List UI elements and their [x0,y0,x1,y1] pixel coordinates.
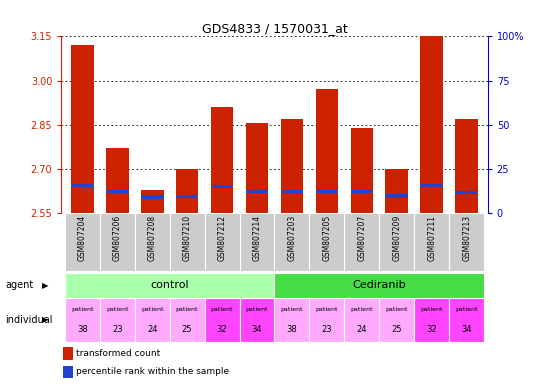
Text: 25: 25 [182,325,192,334]
Bar [246,123,269,213]
Text: individual: individual [5,314,53,325]
Text: GSM807214: GSM807214 [253,215,262,261]
Bar [176,169,198,213]
Bar [71,184,94,187]
Text: 32: 32 [217,325,228,334]
Bar [63,366,73,378]
Text: patient: patient [176,307,198,312]
Bar [141,190,164,213]
Text: GSM807209: GSM807209 [392,215,401,261]
Bar [274,213,310,271]
Bar [385,169,408,213]
Bar [106,148,128,213]
Bar [449,298,484,342]
Text: 24: 24 [357,325,367,334]
Text: patient: patient [385,307,408,312]
Bar [280,190,303,193]
Bar [63,347,73,360]
Text: Cediranib: Cediranib [352,280,406,290]
Bar [379,298,414,342]
Text: 34: 34 [462,325,472,334]
Text: 32: 32 [426,325,437,334]
Bar [351,128,373,213]
Bar [310,213,344,271]
Bar [169,298,205,342]
Bar [385,194,408,198]
Text: patient: patient [246,307,268,312]
Bar [246,190,269,193]
Bar [421,36,443,213]
Text: 23: 23 [112,325,123,334]
Text: GSM807205: GSM807205 [322,215,332,261]
Text: percentile rank within the sample: percentile rank within the sample [76,367,229,376]
Bar [100,298,135,342]
Text: 38: 38 [287,325,297,334]
Bar [344,213,379,271]
Bar [351,190,373,193]
Bar [239,213,274,271]
Bar [455,119,478,213]
Text: 25: 25 [392,325,402,334]
Text: patient: patient [351,307,373,312]
Bar [211,185,233,188]
Text: GSM807204: GSM807204 [78,215,87,261]
Title: GDS4833 / 1570031_at: GDS4833 / 1570031_at [201,22,348,35]
Text: GSM807211: GSM807211 [427,215,437,261]
Bar [205,213,239,271]
Bar [274,298,310,342]
Bar [135,213,169,271]
Text: ▶: ▶ [42,281,49,290]
Text: GSM807203: GSM807203 [287,215,296,261]
Text: ▶: ▶ [42,315,49,324]
Text: patient: patient [141,307,164,312]
Bar [414,298,449,342]
Bar [280,119,303,213]
Bar [71,45,94,213]
Bar [455,191,478,194]
Bar [135,298,169,342]
Text: patient: patient [456,307,478,312]
Bar [421,184,443,187]
Text: patient: patient [211,307,233,312]
Text: 23: 23 [321,325,332,334]
Bar [414,213,449,271]
Bar [274,273,484,298]
Bar [65,273,274,298]
Bar [65,298,100,342]
Text: control: control [150,280,189,290]
Text: 24: 24 [147,325,157,334]
Bar [316,89,338,213]
Bar [239,298,274,342]
Text: patient: patient [106,307,128,312]
Text: GSM807210: GSM807210 [183,215,192,261]
Text: GSM807207: GSM807207 [357,215,366,261]
Text: 34: 34 [252,325,262,334]
Text: patient: patient [421,307,443,312]
Text: GSM807206: GSM807206 [112,215,122,261]
Text: GSM807213: GSM807213 [462,215,471,261]
Text: 38: 38 [77,325,87,334]
Text: agent: agent [5,280,34,290]
Text: GSM807212: GSM807212 [217,215,227,261]
Text: patient: patient [316,307,338,312]
Text: patient: patient [281,307,303,312]
Bar [310,298,344,342]
Bar [106,190,128,193]
Bar [176,195,198,198]
Bar [141,195,164,199]
Bar [100,213,135,271]
Bar [344,298,379,342]
Bar [205,298,239,342]
Bar [211,107,233,213]
Bar [379,213,414,271]
Text: patient: patient [71,307,93,312]
Bar [449,213,484,271]
Bar [65,213,100,271]
Bar [316,190,338,193]
Text: transformed count: transformed count [76,349,160,358]
Bar [169,213,205,271]
Text: GSM807208: GSM807208 [148,215,157,261]
